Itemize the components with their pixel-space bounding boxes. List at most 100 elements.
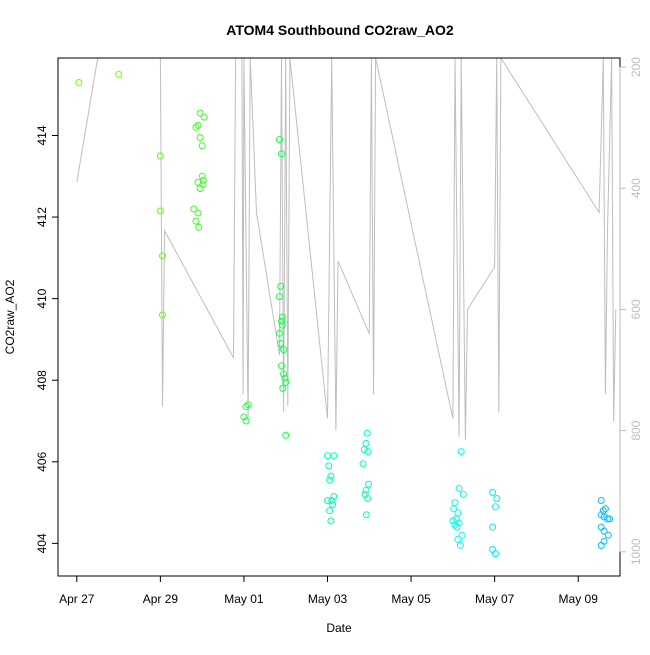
y-tick-label: 412 [35,207,49,227]
x-tick-label: Apr 27 [59,592,95,606]
data-point [281,374,289,382]
data-point [277,340,285,347]
data-point [325,462,333,470]
data-point [156,152,164,160]
data-point [364,448,372,456]
points-layer [75,70,614,558]
data-point [195,223,203,231]
data-point [458,531,466,539]
y2-tick-label: 600 [629,299,643,319]
data-point [362,439,370,447]
data-point [278,317,285,325]
x-tick-label: May 09 [559,592,599,606]
y-tick-label: 408 [35,370,49,390]
data-point [242,403,250,411]
x-axis: Apr 27 Apr 29 May 01 May 03 May 05 May 07 May … [59,575,599,606]
data-point [601,505,609,513]
data-point [240,413,248,421]
data-point [324,497,331,504]
data-point [363,429,371,437]
data-point [115,70,123,78]
data-point [449,517,457,525]
x-tick-label: May 05 [391,592,431,606]
data-point [450,505,458,513]
data-point [196,134,204,141]
data-point [360,446,368,454]
data-point [329,501,336,509]
x-tick-label: May 03 [308,592,348,606]
data-point [604,515,611,523]
data-point [278,313,286,321]
y-tick-label: 406 [35,451,49,471]
data-point [489,488,497,496]
data-point [328,497,336,504]
data-point [280,370,288,378]
y2-tick-label: 200 [629,57,643,77]
data-point [327,472,335,480]
data-point [196,185,204,192]
data-point [276,136,283,144]
data-point [244,401,252,409]
data-point [451,521,459,529]
data-point [359,460,367,468]
data-point [457,448,465,456]
data-point [159,311,166,319]
data-point [492,503,499,511]
data-point [282,378,290,386]
data-point [278,362,285,370]
data-point [282,431,290,439]
y-tick-label: 410 [35,288,49,308]
y-axis: 404 406 408 410 412 414 [35,125,59,553]
secondary-line-layer [76,56,617,440]
data-point [459,490,467,498]
data-point [326,476,334,484]
y-tick-label: 414 [35,125,49,145]
data-point [362,486,370,494]
data-point [194,209,202,217]
data-point [192,217,200,225]
data-point [198,172,206,180]
secondary-series-line [76,56,617,440]
data-point [200,113,208,121]
data-point [190,205,198,213]
data-point [606,515,614,523]
chart-title: ATOM4 Southbound CO2raw_AO2 [226,22,454,38]
data-point [194,121,202,129]
data-point [455,484,463,492]
data-point [600,527,608,535]
data-point [75,79,83,86]
x-axis-label: Date [326,621,352,635]
data-point [327,517,335,525]
data-point [454,509,462,517]
data-point [489,523,497,531]
data-point [276,293,283,301]
data-point [156,207,164,215]
data-point [326,507,334,515]
y2-tick-label: 400 [629,178,643,198]
data-point [196,109,204,117]
data-point [330,493,338,500]
data-point [604,531,612,539]
y-tick-label: 404 [35,533,49,553]
data-point [364,495,372,502]
data-point [280,346,288,354]
data-point [159,252,166,260]
data-point [242,417,250,425]
data-point [198,142,206,150]
data-point [192,123,200,131]
data-point [597,541,605,549]
data-point [455,519,463,527]
y2-axis: 200 400 600 800 1000 [619,57,643,565]
y2-tick-label: 1000 [629,538,643,565]
data-point [453,523,461,531]
data-point [277,282,285,290]
data-point [330,452,338,460]
data-point [493,495,501,502]
x-tick-label: Apr 29 [143,592,179,606]
data-point [276,329,283,337]
data-point [454,535,462,543]
data-point [597,497,605,504]
data-point [278,321,286,329]
